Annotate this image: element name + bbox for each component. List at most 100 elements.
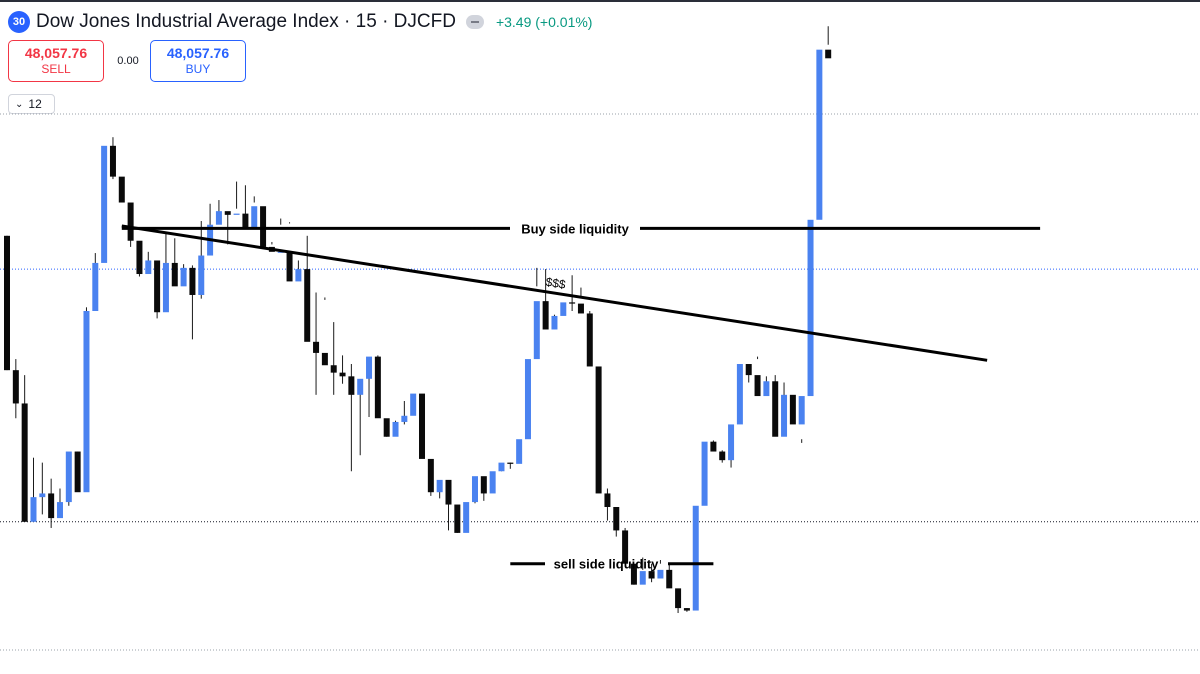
candle-body (454, 504, 461, 533)
candle-body (489, 471, 496, 494)
candle-body (339, 372, 346, 377)
candle-body (286, 251, 293, 282)
candle-body (30, 497, 37, 522)
indicators-toggle[interactable]: ⌄ 12 (8, 94, 55, 114)
candle-body (613, 507, 620, 531)
symbol-title[interactable]: Dow Jones Industrial Average Index · 15 … (36, 11, 456, 32)
candle-body (807, 219, 814, 397)
candle-body (330, 365, 337, 373)
candle-body (436, 479, 443, 493)
candle-body (21, 403, 28, 522)
candle-body (427, 458, 434, 493)
candle-body (754, 375, 761, 397)
candle-body (127, 202, 134, 241)
candle-body (304, 269, 311, 342)
candle-body (675, 588, 682, 609)
candle-body (657, 569, 664, 579)
candle-body (321, 352, 328, 366)
candle-body (445, 479, 452, 505)
candle-body (542, 301, 549, 330)
buy-side-liquidity-label: Buy side liquidity (521, 221, 629, 236)
candle-body (4, 235, 10, 371)
candle-body (648, 571, 655, 579)
candle-body (772, 381, 779, 437)
trendline (121, 224, 988, 362)
candle-body (136, 240, 143, 275)
candle-body (65, 451, 72, 503)
buy-price: 48,057.76 (166, 45, 230, 61)
candle-body (471, 476, 478, 503)
candle-body (692, 505, 699, 611)
candle-body (533, 301, 540, 360)
price-change: +3.49 (+0.01%) (495, 14, 593, 30)
candle-body (366, 356, 373, 379)
market-status-icon[interactable] (465, 15, 484, 29)
spread-value: 0.00 (117, 55, 139, 67)
candle-body (666, 569, 673, 589)
candle-body (313, 341, 320, 353)
sell-side-liquidity-label: sell side liquidity (554, 557, 660, 572)
candle-body (745, 364, 752, 376)
candle-body (154, 260, 161, 313)
candle-body (507, 462, 514, 464)
candle-body (728, 424, 735, 461)
candle-body (463, 502, 470, 533)
indicator-count: 12 (28, 97, 42, 111)
candle-body (12, 370, 19, 404)
candle-body (763, 381, 770, 397)
candle-body (798, 396, 805, 425)
candle-body (816, 49, 823, 220)
candle-body (295, 269, 302, 282)
candle-body (74, 451, 81, 493)
candle-body (39, 493, 46, 498)
candle-body (383, 418, 390, 437)
candle-body (781, 394, 788, 437)
candle-body (701, 441, 708, 506)
candle-body (410, 393, 417, 416)
candle-body (825, 49, 832, 59)
candle-body (48, 493, 55, 519)
top-border (0, 0, 1200, 2)
candle-body (595, 366, 602, 494)
candle-body (516, 439, 523, 464)
candle-body (109, 145, 116, 177)
candle-body (224, 211, 231, 215)
candle-body (710, 441, 717, 452)
candle-body (92, 262, 99, 312)
candle-body (215, 211, 222, 225)
candle-body (719, 451, 726, 461)
candle-body (260, 206, 267, 247)
candle-body (569, 302, 576, 304)
sell-button[interactable]: 48,057.76 SELL (8, 40, 104, 82)
candle-body (524, 359, 531, 440)
candle-body (242, 213, 249, 229)
candle-body (480, 476, 487, 494)
candle-body (357, 378, 364, 395)
candle-body (251, 206, 258, 229)
candle-body (233, 213, 240, 215)
sell-label: SELL (41, 62, 71, 76)
candle-body (604, 493, 611, 508)
candle-body (198, 255, 205, 295)
candle-body (498, 462, 505, 472)
candle-body (374, 356, 381, 419)
candle-body (586, 313, 593, 367)
candle-body (789, 394, 796, 425)
buy-label: BUY (185, 62, 211, 76)
chevron-down-icon: ⌄ (15, 98, 24, 110)
candle-body (419, 393, 426, 459)
candle-body (683, 608, 690, 611)
candle-body (348, 376, 355, 395)
candle-body (392, 421, 399, 437)
sell-price: 48,057.76 (24, 45, 88, 61)
symbol-badge[interactable]: 30 (8, 11, 30, 33)
candle-body (180, 267, 187, 287)
candle-body (101, 145, 108, 263)
candle-body (551, 315, 558, 330)
candle-body (277, 251, 284, 253)
candle-body (736, 364, 743, 425)
candle-body (401, 415, 408, 422)
trendline-label: $$$ (545, 275, 567, 292)
buy-button[interactable]: 48,057.76 BUY (150, 40, 246, 82)
